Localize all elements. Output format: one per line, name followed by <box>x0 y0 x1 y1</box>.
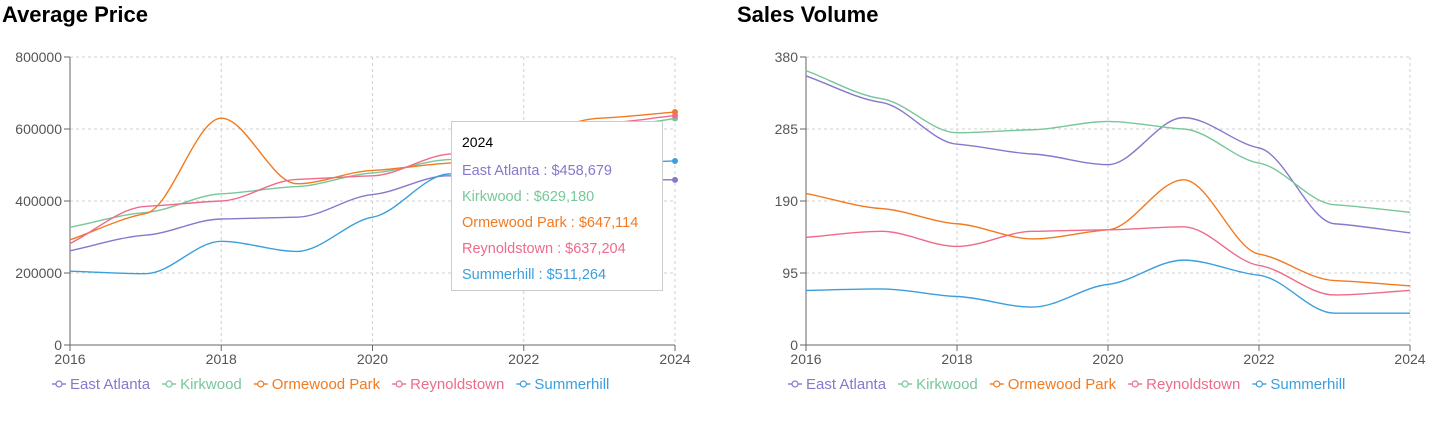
legend-item-kirkwood[interactable]: Kirkwood <box>898 376 978 393</box>
series-line-kirkwood[interactable] <box>805 69 1411 214</box>
legend-item-east-atlanta[interactable]: East Atlanta <box>52 376 151 393</box>
legend-item-ormewood-park[interactable]: Ormewood Park <box>989 376 1117 393</box>
series-line-ormewood-park[interactable] <box>805 179 1411 287</box>
legend-label: East Atlanta <box>806 376 887 393</box>
y-tick-label: 95 <box>782 265 798 281</box>
y-tick-label: 800000 <box>15 49 62 65</box>
chart-title: Sales Volume <box>737 2 879 27</box>
x-tick-label: 2022 <box>1243 351 1274 367</box>
x-tick-label: 2020 <box>357 351 388 367</box>
average-price-chart: Average Price 0 200000 400000 600000 800000 2… <box>2 2 691 393</box>
tooltip-title: 2024 <box>462 134 494 150</box>
legend-label: Kirkwood <box>180 376 242 393</box>
legend-item-ormewood-park[interactable]: Ormewood Park <box>253 376 381 393</box>
tooltip-row-reynoldstown: Reynoldstown : $637,204 <box>462 241 626 257</box>
series-point-reynoldstown[interactable] <box>672 112 678 119</box>
legend-marker <box>55 380 63 388</box>
legend-marker <box>791 380 799 388</box>
y-tick-label: 380 <box>775 49 799 65</box>
legend-marker <box>519 380 527 388</box>
legend-marker <box>1131 380 1139 388</box>
x-tick-label: 2016 <box>54 351 85 367</box>
legend-marker <box>1255 380 1263 388</box>
y-tick-label: 200000 <box>15 265 62 281</box>
tooltip-row-ormewood-park: Ormewood Park : $647,114 <box>462 215 639 231</box>
x-tick-label: 2024 <box>1394 351 1425 367</box>
legend-marker <box>165 380 173 388</box>
legend-label: Summerhill <box>1270 376 1345 393</box>
x-tick-label: 2020 <box>1092 351 1123 367</box>
tooltip: 2024 East Atlanta : $458,679 Kirkwood : … <box>451 121 663 291</box>
legend-label: Summerhill <box>534 376 609 393</box>
legend-marker <box>257 380 265 388</box>
legend-label: Reynoldstown <box>1146 376 1240 393</box>
tooltip-row-east-atlanta: East Atlanta : $458,679 <box>462 163 612 179</box>
y-tick-label: 0 <box>54 337 62 353</box>
chart-title: Average Price <box>2 2 148 27</box>
legend: East Atlanta Kirkwood Ormewood Park Reynold… <box>788 376 1345 393</box>
y-tick-label: 285 <box>775 121 799 137</box>
legend-label: Reynoldstown <box>410 376 504 393</box>
sales-volume-plot[interactable]: 0 95 190 285 380 2016 2018 2020 2022 2024 East Atl… <box>735 0 1440 423</box>
x-tick-label: 2016 <box>790 351 821 367</box>
legend-item-east-atlanta[interactable]: East Atlanta <box>788 376 887 393</box>
y-tick-label: 600000 <box>15 121 62 137</box>
series-line-reynoldstown[interactable] <box>805 226 1411 296</box>
sales-volume-chart: Sales Volume 0 95 190 285 380 2016 2018 2020 202… <box>735 0 1440 423</box>
series-line-east-atlanta[interactable] <box>805 75 1411 234</box>
tooltip-row-summerhill: Summerhill : $511,264 <box>462 267 607 283</box>
x-tick-label: 2022 <box>508 351 539 367</box>
legend-item-summerhill[interactable]: Summerhill <box>1252 376 1345 393</box>
x-tick-label: 2018 <box>941 351 972 367</box>
y-tick-label: 190 <box>775 193 799 209</box>
series-point-summerhill[interactable] <box>672 157 678 164</box>
series-point-east-atlanta[interactable] <box>672 176 678 183</box>
series-line-summerhill[interactable] <box>805 259 1410 314</box>
x-tick-label: 2024 <box>659 351 690 367</box>
legend-label: East Atlanta <box>70 376 151 393</box>
y-tick-label: 400000 <box>15 193 62 209</box>
legend-item-reynoldstown[interactable]: Reynoldstown <box>1128 376 1240 393</box>
legend-marker <box>395 380 403 388</box>
y-tick-label: 0 <box>790 337 798 353</box>
legend-label: Ormewood Park <box>1008 376 1117 393</box>
legend-item-reynoldstown[interactable]: Reynoldstown <box>392 376 504 393</box>
legend-marker <box>993 380 1001 388</box>
legend-label: Ormewood Park <box>272 376 381 393</box>
legend-item-summerhill[interactable]: Summerhill <box>516 376 609 393</box>
x-tick-label: 2018 <box>206 351 237 367</box>
legend-item-kirkwood[interactable]: Kirkwood <box>162 376 242 393</box>
tooltip-row-kirkwood: Kirkwood : $629,180 <box>462 189 595 205</box>
legend-label: Kirkwood <box>916 376 978 393</box>
legend: East Atlanta Kirkwood Ormewood Park Reynold… <box>52 376 609 393</box>
legend-marker <box>901 380 909 388</box>
